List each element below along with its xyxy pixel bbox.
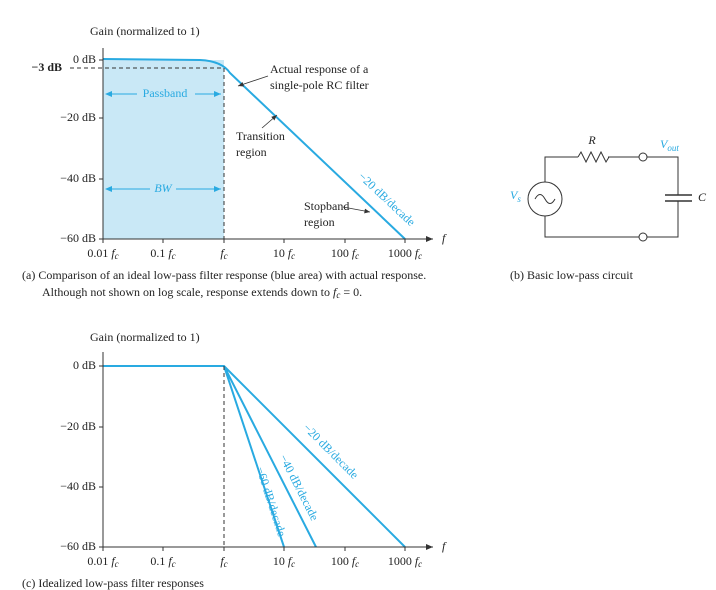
r-label: R: [587, 133, 596, 147]
x-tick-label: 1000 fc: [388, 554, 422, 569]
response-lines: [103, 365, 406, 548]
transition-label: Transition: [236, 129, 285, 143]
y-tick-label: −40 dB: [60, 479, 96, 493]
x-tick-label: 0.01 fc: [87, 246, 118, 261]
x-tick-label: fc: [220, 554, 227, 569]
actual-label: Actual response of a: [270, 62, 369, 76]
stopband-label: region: [304, 215, 335, 229]
y-tick-label: −40 dB: [60, 171, 96, 185]
transition-label: region: [236, 145, 267, 159]
x-tick-label: 10 fc: [273, 246, 295, 261]
actual-label: single-pole RC filter: [270, 78, 369, 92]
stopband-label: Stopband: [304, 199, 349, 213]
x-tick-label: fc: [220, 246, 227, 261]
slope-label: −20 dB/decade: [356, 169, 419, 229]
panel-b: R Vout Vs C (b) Basic low-pass circuit: [510, 133, 707, 282]
source: [527, 181, 563, 217]
x-tick-label: 0.1 fc: [150, 554, 175, 569]
caption: (c) Idealized low-pass filter responses: [22, 576, 204, 590]
x-tick-label: 100 fc: [331, 246, 359, 261]
y-tick-label: 0 dB: [73, 358, 96, 372]
x-tick-label: 1000 fc: [388, 246, 422, 261]
c-label: C: [698, 190, 707, 204]
y-tick-label: −60 dB: [60, 231, 96, 245]
response-curve: [102, 58, 406, 240]
minus3-label: −3 dB: [31, 60, 62, 74]
resistor: [577, 150, 610, 164]
passband-label: Passband: [143, 86, 188, 100]
bw-label: BW: [154, 181, 172, 195]
x-axis-var: f: [442, 231, 447, 245]
vs-label: Vs: [510, 188, 521, 204]
y-tick-label: −60 dB: [60, 539, 96, 553]
caption: (a) Comparison of an ideal low-pass filt…: [22, 268, 426, 282]
panel-c: Gain (normalized to 1) f −20 dB/decade −…: [22, 330, 447, 590]
x-tick-label: 0.1 fc: [150, 246, 175, 261]
vout-label: Vout: [660, 137, 679, 153]
y-tick-label: −20 dB: [60, 110, 96, 124]
x-tick-label: 0.01 fc: [87, 554, 118, 569]
wires: [544, 156, 679, 238]
x-tick-label: 100 fc: [331, 554, 359, 569]
y-axis-title: Gain (normalized to 1): [90, 24, 200, 38]
y-tick-label: 0 dB: [73, 52, 96, 66]
slope-label: −60 dB/decade: [253, 465, 289, 538]
x-axis-var: f: [442, 539, 447, 553]
y-tick-label: −20 dB: [60, 419, 96, 433]
x-tick-label: 10 fc: [273, 554, 295, 569]
cutoff-lines: [70, 67, 225, 239]
capacitor: [665, 194, 692, 202]
caption: Although not shown on log scale, respons…: [42, 285, 362, 300]
y-axis-title: Gain (normalized to 1): [90, 330, 200, 344]
panel-a: Gain (normalized to 1) −3 dB f Passband …: [22, 24, 447, 300]
caption: (b) Basic low-pass circuit: [510, 268, 634, 282]
axes: [102, 352, 433, 550]
